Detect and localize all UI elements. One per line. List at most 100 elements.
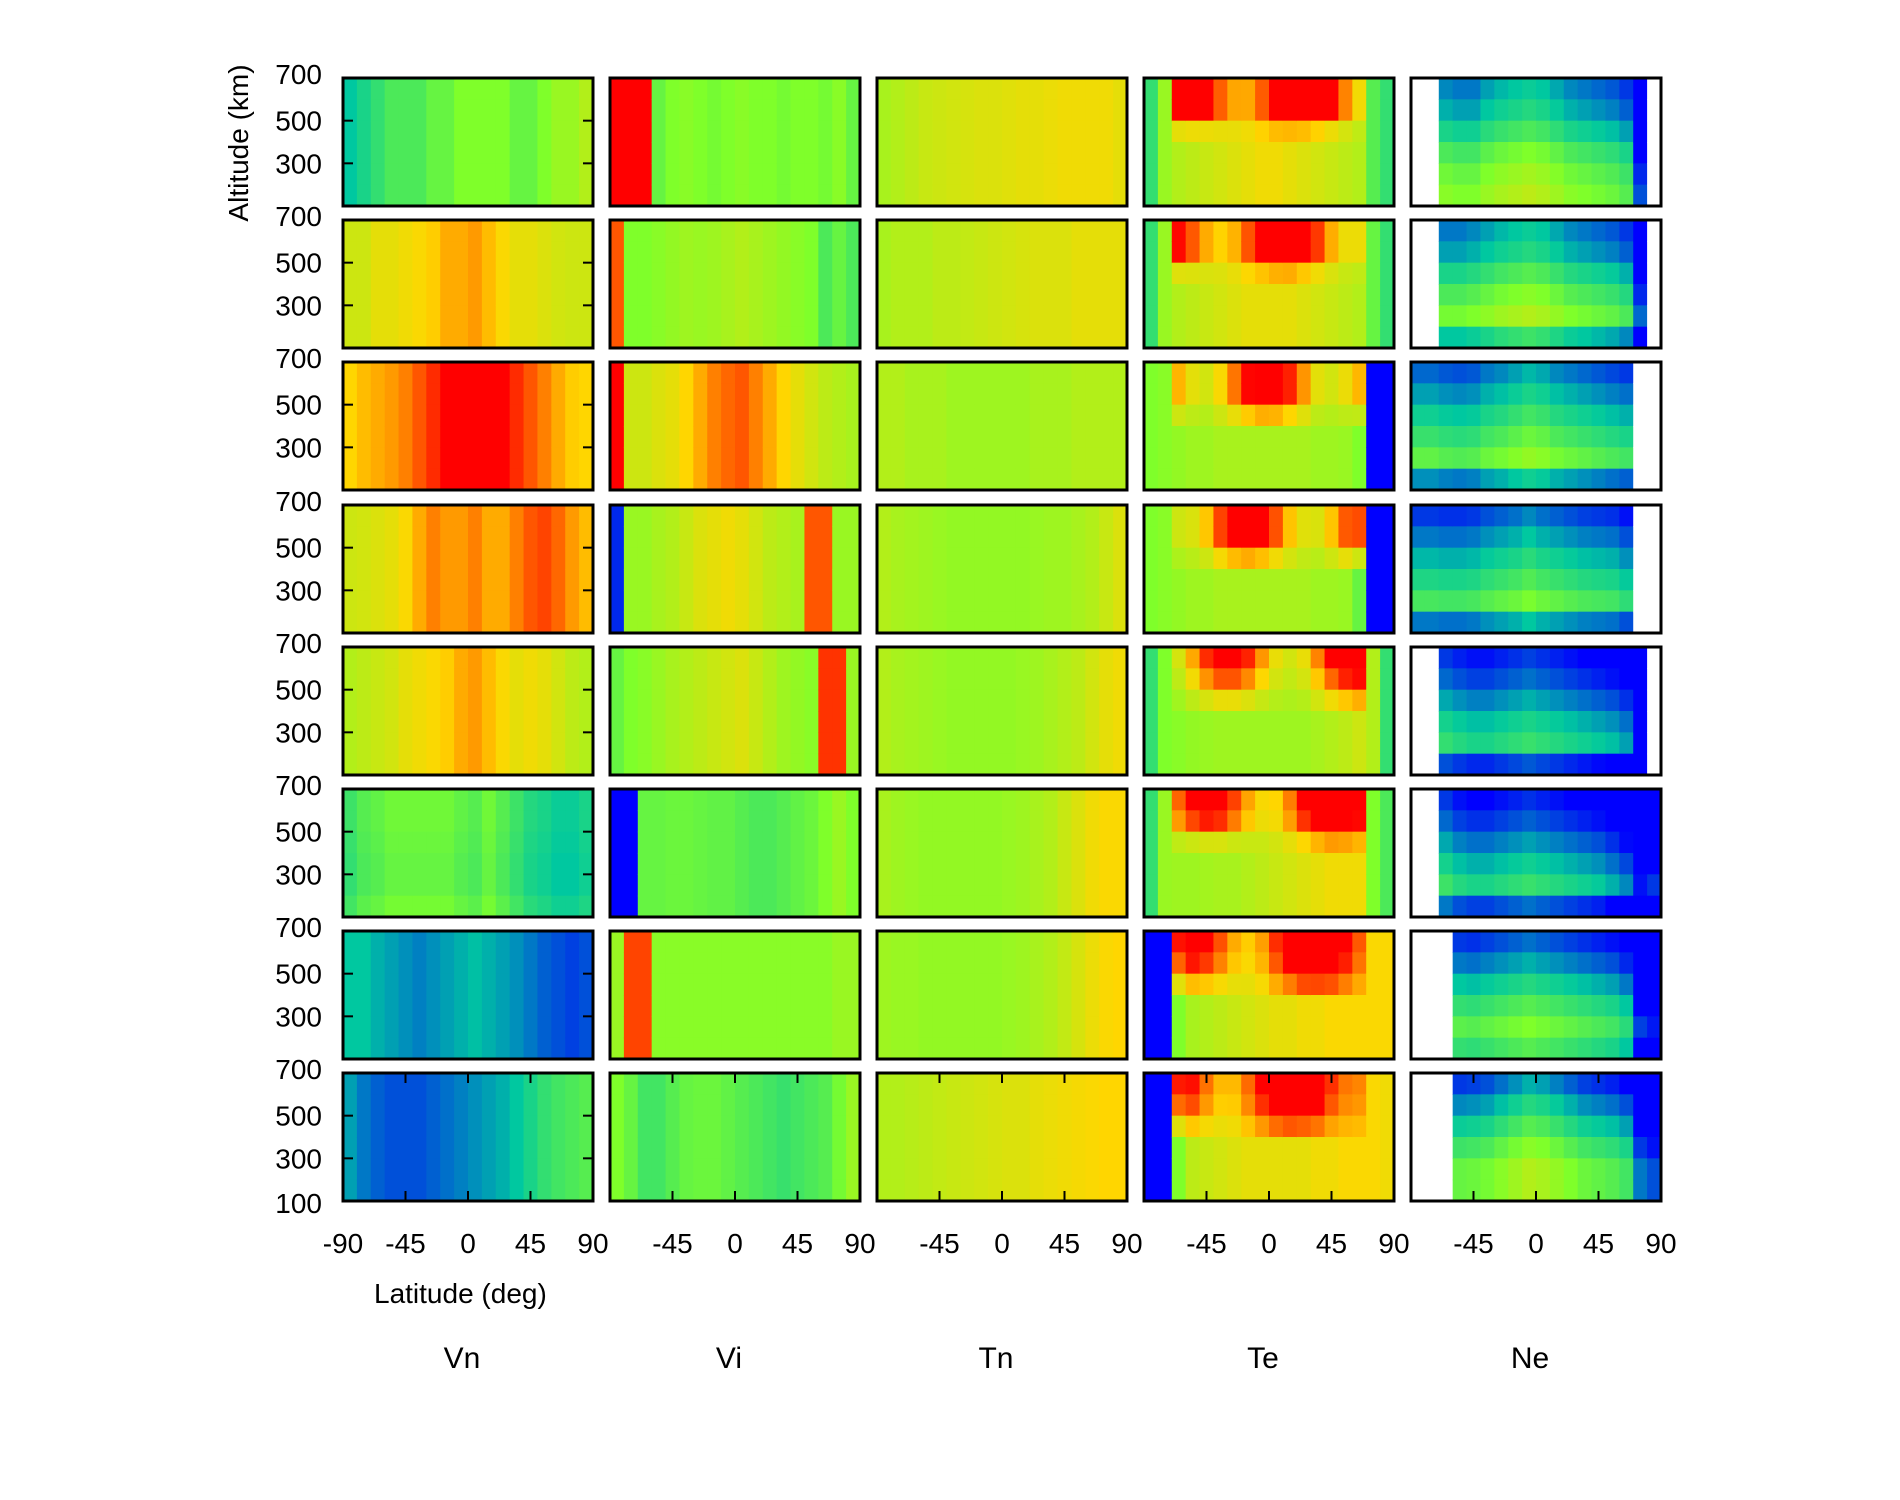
heatmap-cell — [1577, 241, 1593, 264]
heatmap-cell — [579, 611, 594, 634]
heatmap-cell — [343, 973, 358, 996]
heatmap-cell — [1185, 732, 1201, 755]
heatmap-cell — [1185, 120, 1201, 143]
heatmap-cell — [790, 426, 806, 448]
heatmap-cell — [370, 1016, 386, 1039]
heatmap-cell — [1366, 569, 1381, 591]
heatmap-cell — [637, 611, 653, 634]
heatmap-cell — [877, 831, 892, 854]
x-tick-label: 0 — [460, 1228, 476, 1259]
heatmap-cell — [1522, 305, 1537, 328]
heatmap-cell — [707, 326, 722, 349]
heatmap-cell — [1324, 1137, 1340, 1159]
heatmap-cell — [1508, 732, 1523, 755]
heatmap-cell — [426, 789, 441, 811]
heatmap-cell — [426, 1115, 441, 1138]
heatmap-cell — [904, 1016, 920, 1039]
heatmap-cell — [440, 241, 455, 264]
heatmap-cell — [1536, 611, 1551, 634]
heatmap-cell — [1227, 326, 1242, 349]
heatmap-cell — [468, 383, 483, 406]
heatmap-cell — [1241, 853, 1256, 875]
heatmap-cell — [735, 647, 750, 669]
heatmap-cell — [509, 163, 525, 186]
heatmap-cell — [721, 120, 736, 143]
heatmap-cell — [509, 569, 525, 591]
heatmap-cell — [1563, 547, 1579, 570]
heatmap-cell — [890, 668, 906, 691]
heatmap-cell — [356, 995, 372, 1017]
heatmap-cell — [426, 505, 441, 527]
heatmap-cell — [946, 362, 961, 384]
heatmap-cell — [1438, 1179, 1454, 1202]
column-title-tn: Tn — [978, 1342, 1013, 1375]
heatmap-cell — [623, 220, 639, 242]
heatmap-cell — [1591, 732, 1607, 755]
heatmap-cell — [481, 220, 497, 242]
heatmap-cell — [1466, 1158, 1482, 1181]
heatmap-cell — [1213, 689, 1228, 712]
heatmap-cell — [1157, 163, 1173, 186]
heatmap-cell — [1366, 1137, 1381, 1159]
heatmap-cell — [610, 78, 625, 100]
heatmap-cell — [1071, 362, 1086, 384]
heatmap-cell — [1099, 590, 1114, 613]
heatmap-cell — [551, 569, 566, 591]
heatmap-cell — [1185, 590, 1201, 613]
heatmap-cell — [1591, 447, 1607, 470]
heatmap-cell — [565, 895, 580, 918]
panel-tn-row-3 — [875, 360, 1129, 492]
heatmap-cell — [579, 78, 594, 100]
heatmap-cell — [1099, 611, 1114, 634]
heatmap-cell — [398, 1137, 414, 1159]
heatmap-cell — [735, 383, 750, 406]
heatmap-cell — [1144, 952, 1159, 975]
heatmap-cell — [1071, 163, 1086, 186]
heatmap-cell — [398, 362, 414, 384]
heatmap-cell — [1255, 590, 1270, 613]
heatmap-cell — [1269, 732, 1284, 755]
heatmap-cell — [1227, 895, 1242, 918]
heatmap-cell — [679, 753, 694, 776]
heatmap-cell — [1563, 711, 1579, 733]
heatmap-cell — [1352, 590, 1367, 613]
heatmap-cell — [495, 184, 511, 207]
heatmap-cell — [1227, 241, 1242, 264]
heatmap-cell — [1633, 447, 1648, 470]
heatmap-cell — [776, 284, 792, 306]
heatmap-cell — [932, 668, 948, 691]
heatmap-cell — [551, 262, 566, 285]
heatmap-cell — [440, 569, 455, 591]
heatmap-cell — [1522, 569, 1537, 591]
heatmap-cell — [1015, 262, 1031, 285]
heatmap-cell — [1352, 78, 1367, 100]
heatmap-cell — [735, 468, 750, 491]
heatmap-cell — [693, 404, 708, 427]
heatmap-cell — [1071, 120, 1086, 143]
heatmap-cell — [1241, 362, 1256, 384]
heatmap-cell — [1424, 547, 1440, 570]
heatmap-cell — [1029, 1115, 1045, 1138]
heatmap-cell — [1508, 120, 1523, 143]
heatmap-cell — [1185, 853, 1201, 875]
heatmap-cell — [776, 426, 792, 448]
heatmap-cell — [426, 569, 441, 591]
heatmap-cell — [565, 142, 580, 164]
heatmap-cell — [1171, 689, 1187, 712]
heatmap-cell — [343, 831, 358, 854]
heatmap-cell — [1185, 383, 1201, 406]
heatmap-cell — [932, 184, 948, 207]
heatmap-cell — [1310, 647, 1326, 669]
heatmap-cell — [988, 305, 1003, 328]
heatmap-cell — [1002, 426, 1017, 448]
heatmap-cell — [748, 810, 764, 833]
heatmap-cell — [974, 931, 989, 953]
heatmap-cell — [370, 305, 386, 328]
heatmap-cell — [846, 647, 861, 669]
column-title-vi: Vi — [716, 1342, 742, 1375]
heatmap-cell — [1199, 931, 1215, 953]
heatmap-cell — [1480, 732, 1495, 755]
heatmap-cell — [1480, 789, 1495, 811]
heatmap-cell — [721, 647, 736, 669]
heatmap-cell — [790, 120, 806, 143]
